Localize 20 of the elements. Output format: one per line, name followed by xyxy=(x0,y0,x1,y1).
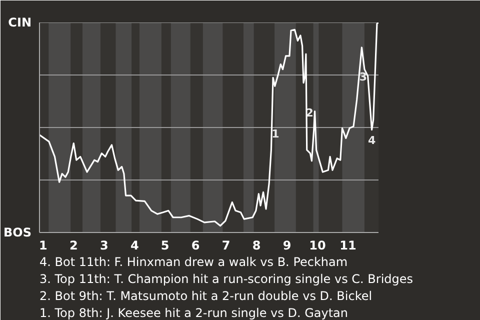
x-tick-label: 9 xyxy=(282,238,292,252)
x-tick-label: 8 xyxy=(252,238,261,252)
annotation: 1 xyxy=(272,127,280,140)
annotation: 3 xyxy=(359,70,368,84)
text: 4. Bot 11th: F. Hinxman drew a walk vs B. Peckham xyxy=(40,255,348,269)
x-tick-label: 2 xyxy=(69,238,78,252)
text: 1. Top 8th: J. Keesee hit a 2-run single vs D. Gaytan xyxy=(40,306,348,320)
text: CIN xyxy=(8,16,32,30)
text: 3. Top 11th: T. Champion hit a run-scoring single vs C. Bridges xyxy=(40,272,414,286)
x-tick-label: 4 xyxy=(130,238,139,252)
x-tick-label: 10 xyxy=(309,238,326,252)
annotation: 4 xyxy=(368,134,376,147)
x-tick-label: 5 xyxy=(160,238,170,252)
x-tick-label: 3 xyxy=(100,238,108,252)
x-tick-label: 6 xyxy=(191,238,200,252)
text: 2. Bot 9th: T. Matsumoto hit a 2-run double vs D. Bickel xyxy=(40,289,372,303)
x-tick-label: 11 xyxy=(340,238,356,252)
text: BOS xyxy=(4,226,32,240)
x-tick-label: 1 xyxy=(38,238,48,252)
x-tick-label: 7 xyxy=(222,238,230,252)
